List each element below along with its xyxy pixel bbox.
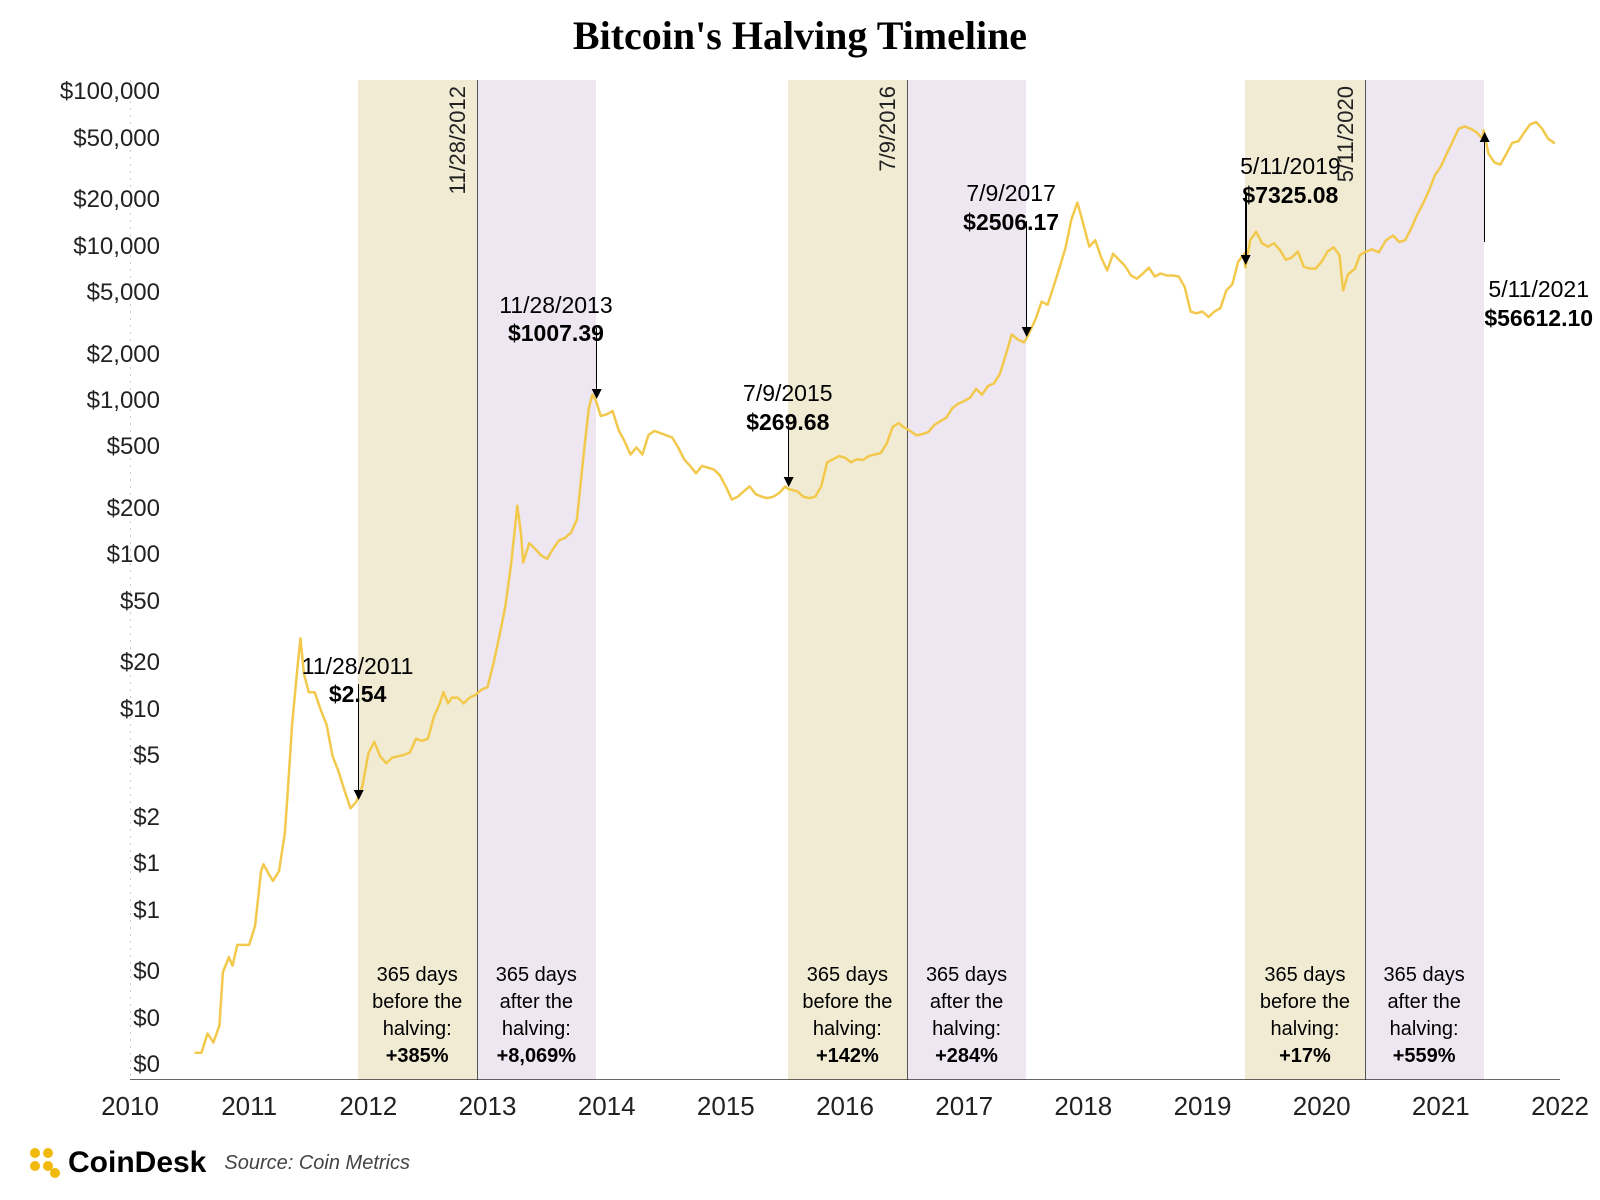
y-tick-label: $5,000	[10, 279, 160, 307]
y-tick-label: $50	[10, 588, 160, 616]
x-tick-label: 2016	[816, 1091, 874, 1122]
y-tick-label: $50,000	[10, 125, 160, 153]
y-tick-label: $10	[10, 696, 160, 724]
y-tick-label: $100,000	[10, 78, 160, 106]
annotation-arrowhead	[1241, 255, 1251, 265]
annotation-arrow	[1484, 142, 1485, 242]
x-tick-label: 2010	[101, 1091, 159, 1122]
band-summary-label: 365 daysafter thehalving:+8,069%	[477, 962, 596, 1070]
annotation-arrowhead	[783, 477, 793, 487]
plot-svg	[130, 80, 1560, 1080]
x-tick-label: 2013	[459, 1091, 517, 1122]
annotation-arrow	[1026, 221, 1027, 331]
y-tick-label: $500	[10, 433, 160, 461]
source-text: Source: Coin Metrics	[224, 1152, 410, 1175]
x-tick-label: 2022	[1531, 1091, 1589, 1122]
annotation-arrow	[596, 328, 597, 393]
band-summary-label: 365 daysafter thehalving:+559%	[1365, 962, 1484, 1070]
y-tick-label: $100	[10, 541, 160, 569]
x-tick-label: 2015	[697, 1091, 755, 1122]
x-tick-label: 2020	[1293, 1091, 1351, 1122]
y-tick-label: $200	[10, 495, 160, 523]
price-annotation: 5/11/2019$7325.08	[1220, 152, 1360, 210]
annotation-arrowhead	[353, 790, 363, 800]
x-tick-label: 2011	[221, 1091, 277, 1122]
price-annotation: 5/11/2021$56612.10	[1469, 275, 1600, 333]
attribution: CoinDesk Source: Coin Metrics	[28, 1146, 410, 1180]
annotation-arrow	[358, 684, 359, 794]
x-tick-label: 2014	[578, 1091, 636, 1122]
y-tick-label: $20,000	[10, 186, 160, 214]
y-tick-label: $5	[10, 742, 160, 770]
y-tick-label: $20	[10, 649, 160, 677]
price-annotation: 11/28/2013$1007.39	[486, 291, 626, 349]
coindesk-logo: CoinDesk	[28, 1146, 206, 1180]
annotation-arrowhead	[592, 389, 602, 399]
x-tick-label: 2021	[1412, 1091, 1470, 1122]
annotation-arrow	[788, 421, 789, 481]
chart-title: Bitcoin's Halving Timeline	[0, 12, 1600, 59]
price-annotation: 7/9/2017$2506.17	[941, 179, 1081, 237]
x-tick-label: 2018	[1054, 1091, 1112, 1122]
coindesk-icon	[28, 1146, 62, 1180]
y-tick-label: $2	[10, 804, 160, 832]
band-summary-label: 365 daysbefore thehalving:+17%	[1245, 962, 1364, 1070]
y-tick-label: $0	[10, 1051, 160, 1079]
y-tick-label: $2,000	[10, 341, 160, 369]
x-tick-label: 2019	[1174, 1091, 1232, 1122]
x-tick-label: 2017	[935, 1091, 993, 1122]
band-summary-label: 365 daysafter thehalving:+284%	[907, 962, 1026, 1070]
band-summary-label: 365 daysbefore thehalving:+385%	[358, 962, 477, 1070]
y-tick-label: $1,000	[10, 387, 160, 415]
y-tick-label: $0	[10, 1005, 160, 1033]
y-tick-label: $1	[10, 850, 160, 878]
y-tick-label: $1	[10, 897, 160, 925]
annotation-arrowhead	[1479, 132, 1489, 142]
band-summary-label: 365 daysbefore thehalving:+142%	[788, 962, 907, 1070]
annotation-arrow	[1245, 194, 1246, 259]
y-tick-label: $0	[10, 958, 160, 986]
chart-container: Bitcoin's Halving Timeline 11/28/20127/9…	[0, 0, 1600, 1200]
y-tick-label: $10,000	[10, 233, 160, 261]
coindesk-logo-text: CoinDesk	[68, 1146, 206, 1180]
annotation-arrowhead	[1022, 327, 1032, 337]
x-tick-label: 2012	[339, 1091, 397, 1122]
